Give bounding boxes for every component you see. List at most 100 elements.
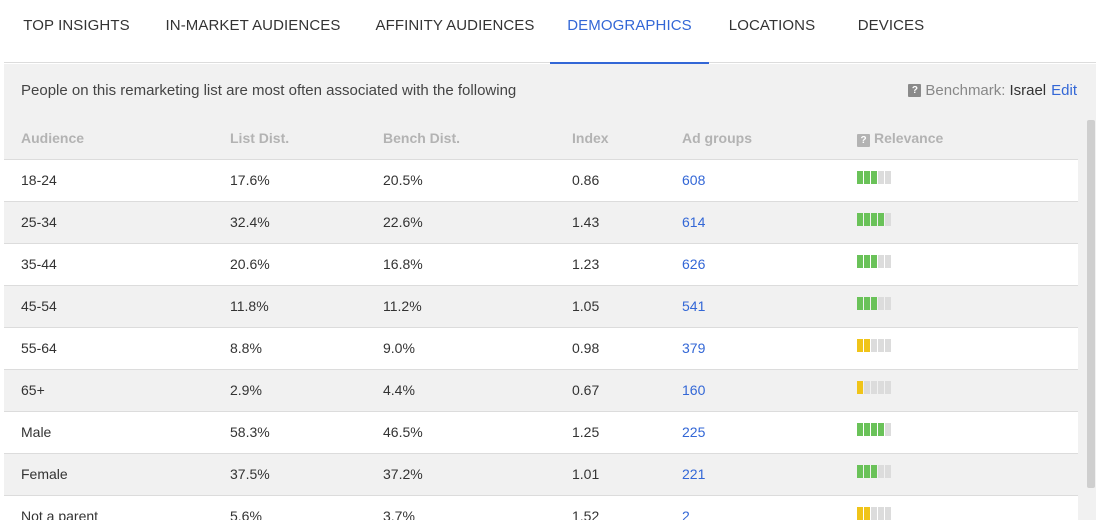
table-row: Male 58.3% 46.5% 1.25 225 [4,412,1078,454]
table-row: Not a parent 5.6% 3.7% 1.52 2 [4,496,1078,520]
relevance-bar [857,381,863,394]
index-cell: 1.05 [572,298,600,314]
relevance-bar [878,381,884,394]
relevance-meter [857,381,891,394]
ad-groups-link[interactable]: 160 [682,382,706,398]
relevance-bar [871,297,877,310]
edit-benchmark-link[interactable]: Edit [1051,82,1077,99]
ad-groups-link[interactable]: 379 [682,340,706,356]
relevance-bar [857,465,863,478]
relevance-bar [857,507,863,520]
relevance-meter [857,255,891,268]
relevance-bar [864,171,870,184]
bench-dist-cell: 11.2% [383,298,422,314]
tab-affinity-audiences[interactable]: AFFINITY AUDIENCES [375,17,535,34]
relevance-bar [871,171,877,184]
relevance-bar [871,339,877,352]
scrollbar[interactable] [1086,120,1096,520]
audience-cell: Not a parent [21,508,99,520]
list-dist-cell: 5.6% [230,508,262,520]
column-header-index[interactable]: Index [572,130,609,146]
ad-groups-link[interactable]: 608 [682,172,706,188]
ad-groups-link[interactable]: 2 [682,508,690,520]
tab-top-insights[interactable]: TOP INSIGHTS [23,17,130,34]
audience-cell: 65+ [21,382,45,398]
scrollbar-thumb[interactable] [1087,120,1095,488]
relevance-bar [885,423,891,436]
bench-dist-cell: 9.0% [383,340,415,356]
relevance-bar [864,507,870,520]
bench-dist-cell: 4.4% [383,382,415,398]
relevance-bar [878,213,884,226]
relevance-bar [871,213,877,226]
relevance-meter [857,423,891,436]
index-cell: 1.43 [572,214,600,230]
relevance-bar [857,423,863,436]
relevance-bar [871,507,877,520]
list-dist-cell: 8.8% [230,340,262,356]
audience-cell: 45-54 [21,298,57,314]
relevance-meter [857,213,891,226]
relevance-bar [878,255,884,268]
relevance-meter [857,297,891,310]
list-dist-cell: 17.6% [230,172,270,188]
bench-dist-cell: 3.7% [383,508,415,520]
relevance-header-label: Relevance [874,130,944,146]
tab-devices[interactable]: DEVICES [857,17,925,34]
ad-groups-link[interactable]: 225 [682,424,706,440]
benchmark-label: Benchmark: [925,82,1006,99]
ad-groups-link[interactable]: 614 [682,214,706,230]
audience-cell: 25-34 [21,214,57,230]
relevance-bar [864,381,870,394]
relevance-bar [871,381,877,394]
column-header-audience[interactable]: Audience [21,130,85,146]
audience-cell: 35-44 [21,256,57,272]
index-cell: 1.23 [572,256,600,272]
relevance-bar [871,255,877,268]
bench-dist-cell: 16.8% [383,256,423,272]
ad-groups-link[interactable]: 221 [682,466,706,482]
bench-dist-cell: 20.5% [383,172,423,188]
relevance-bar [885,507,891,520]
audience-cell: 18-24 [21,172,57,188]
list-dist-cell: 20.6% [230,256,270,272]
relevance-bar [885,381,891,394]
tab-in-market-audiences[interactable]: IN-MARKET AUDIENCES [165,17,341,34]
relevance-bar [871,465,877,478]
relevance-bar [864,255,870,268]
column-header-ad-groups[interactable]: Ad groups [682,130,752,146]
index-cell: 0.86 [572,172,600,188]
column-header-relevance[interactable]: ? Relevance [857,118,943,158]
column-header-list-dist[interactable]: List Dist. [230,130,290,146]
relevance-bar [864,213,870,226]
relevance-bar [885,213,891,226]
list-dist-cell: 58.3% [230,424,270,440]
index-cell: 0.67 [572,382,600,398]
table-row: 25-34 32.4% 22.6% 1.43 614 [4,202,1078,244]
help-icon[interactable]: ? [857,134,870,147]
relevance-bar [878,465,884,478]
relevance-bar [885,255,891,268]
bench-dist-cell: 22.6% [383,214,423,230]
tab-locations[interactable]: LOCATIONS [728,17,816,34]
table-body: 18-24 17.6% 20.5% 0.86 608 25-34 32.4% 22.6% 1.4… [4,160,1078,520]
table-row: 35-44 20.6% 16.8% 1.23 626 [4,244,1078,286]
audience-cell: Male [21,424,52,440]
column-header-bench-dist[interactable]: Bench Dist. [383,130,461,146]
relevance-bar [885,339,891,352]
ad-groups-link[interactable]: 541 [682,298,706,314]
list-dist-cell: 32.4% [230,214,270,230]
help-icon[interactable]: ? [908,84,922,97]
index-cell: 1.01 [572,466,600,482]
list-dist-cell: 2.9% [230,382,262,398]
index-cell: 0.98 [572,340,600,356]
relevance-meter [857,465,891,478]
ad-groups-link[interactable]: 626 [682,256,706,272]
relevance-bar [857,213,863,226]
relevance-bar [864,339,870,352]
tab-demographics[interactable]: DEMOGRAPHICS [550,0,709,64]
relevance-bar [864,423,870,436]
relevance-bar [878,297,884,310]
relevance-bar [878,423,884,436]
relevance-bar [885,171,891,184]
